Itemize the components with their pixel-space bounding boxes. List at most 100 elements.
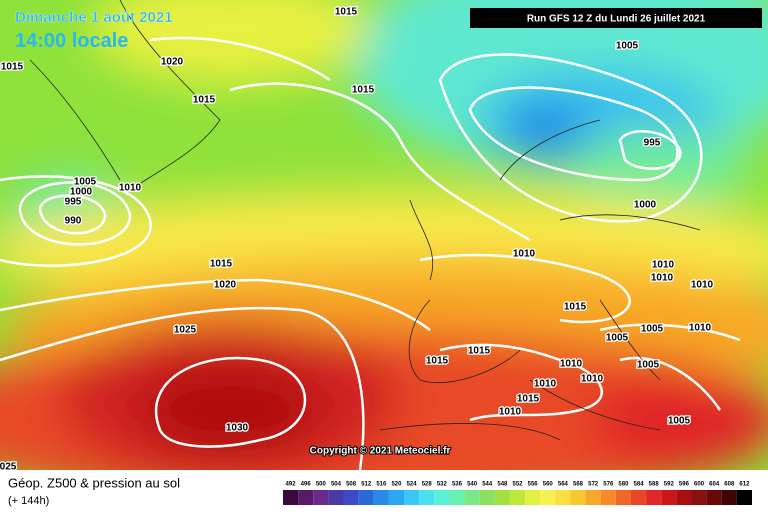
legend-label: 512 (361, 482, 372, 488)
legend-swatch (479, 490, 495, 505)
legend-label: 544 (482, 482, 493, 488)
isobar-label: 1015 (468, 346, 491, 357)
legend-label: 600 (694, 482, 705, 488)
isobar-label: 1030 (226, 423, 249, 434)
legend-swatch (494, 490, 510, 505)
legend-label: 572 (588, 482, 599, 488)
legend-swatch (615, 490, 631, 505)
coastlines (29, 0, 701, 441)
isobar-label: 1015 (210, 259, 233, 270)
legend-swatch (585, 490, 601, 505)
legend-label: 596 (679, 482, 690, 488)
legend-swatch (630, 490, 647, 505)
run-box (470, 8, 762, 28)
isobar-label: 1010 (651, 273, 674, 284)
isobar-label: 1015 (335, 7, 358, 18)
legend-swatch (283, 490, 299, 505)
legend-swatch (646, 490, 662, 505)
legend-label: 584 (634, 482, 645, 488)
isobar-label: 1005 (616, 41, 639, 52)
isobar-label: 1010 (534, 379, 557, 390)
legend-label: 580 (618, 482, 629, 488)
legend-label: 504 (331, 482, 342, 488)
legend-label: 520 (391, 482, 402, 488)
legend-swatch (328, 490, 344, 505)
legend-label: 592 (664, 482, 675, 488)
legend-swatch (343, 490, 359, 505)
footer-title: Géop. Z500 & pression au sol (8, 475, 180, 490)
legend-swatch (373, 490, 389, 505)
legend-swatch (434, 490, 450, 505)
legend-label: 604 (709, 482, 720, 488)
isobar-label: 1005 (668, 416, 691, 427)
legend-swatch (404, 490, 420, 505)
legend-swatch (721, 490, 737, 505)
isobar-label: 990 (65, 216, 82, 227)
isobar-label: 1005 (74, 177, 97, 188)
isobar-label: 1010 (691, 280, 714, 291)
legend-swatch (419, 490, 435, 505)
legend-label: 564 (558, 482, 569, 488)
isobar-label: 1000 (634, 200, 657, 211)
legend-label: 524 (407, 482, 418, 488)
isobar-label: 1010 (652, 260, 675, 271)
isobar-label: 1020 (214, 280, 237, 291)
legend-label: 588 (649, 482, 660, 488)
isobar-label: 1020 (161, 57, 184, 68)
isobar-label: 1010 (499, 407, 522, 418)
legend-swatch (540, 490, 556, 505)
legend-label: 492 (286, 482, 297, 488)
legend-label: 536 (452, 482, 463, 488)
isobar-label: 1015 (352, 85, 375, 96)
legend-label: 560 (543, 482, 554, 488)
isobar-label: 025 (0, 462, 17, 473)
run-info: Run GFS 12 Z du Lundi 26 juillet 2021 (527, 14, 706, 25)
legend-label: 532 (437, 482, 448, 488)
isobar-label: 1010 (581, 374, 604, 385)
legend-swatch (358, 490, 374, 505)
isobar-label: 1015 (1, 62, 24, 73)
legend-label: 508 (346, 482, 357, 488)
legend-swatch (449, 490, 465, 505)
isobar-label: 1015 (193, 95, 216, 106)
isobars (0, 36, 741, 470)
legend-label: 516 (376, 482, 387, 488)
isobar-label: 1025 (174, 325, 197, 336)
legend-swatch (298, 490, 314, 505)
legend-label: 612 (739, 482, 750, 488)
legend-swatch (570, 490, 586, 505)
isobar-label: 1005 (641, 324, 664, 335)
legend-label: 496 (301, 482, 312, 488)
legend-swatch (388, 490, 405, 505)
legend-swatch (600, 490, 616, 505)
legend-swatch (736, 490, 752, 505)
legend-label: 500 (316, 482, 327, 488)
isobar-label: 995 (65, 197, 82, 208)
legend-swatch (525, 490, 541, 505)
isobar-label: 1015 (517, 394, 540, 405)
isobar-label: 1005 (637, 360, 660, 371)
legend-swatch (661, 490, 677, 505)
legend-swatch (691, 490, 707, 505)
isobar-label: 1015 (564, 302, 587, 313)
date: Dimanche 1 août 2021 (15, 9, 173, 26)
legend-swatch (509, 490, 526, 505)
time: 14:00 locale (15, 30, 128, 52)
isobar-label: 1010 (119, 183, 142, 194)
legend-label: 556 (528, 482, 539, 488)
isobar-label: 1010 (560, 359, 583, 370)
legend-swatch (706, 490, 722, 505)
legend-label: 608 (724, 482, 735, 488)
legend: 492 496 500 504 508 512 516 520 524 528 532 536 540 5… (283, 482, 752, 505)
legend-swatch (464, 490, 480, 505)
isobar-label: 1005 (606, 333, 629, 344)
legend-label: 540 (467, 482, 478, 488)
legend-swatch (555, 490, 571, 505)
legend-label: 552 (512, 482, 523, 488)
legend-label: 568 (573, 482, 584, 488)
isobar-label: 1000 (70, 187, 93, 198)
isobar-label: 1010 (513, 249, 536, 260)
legend-label: 548 (497, 482, 508, 488)
isobar-label: 1010 (689, 323, 712, 334)
